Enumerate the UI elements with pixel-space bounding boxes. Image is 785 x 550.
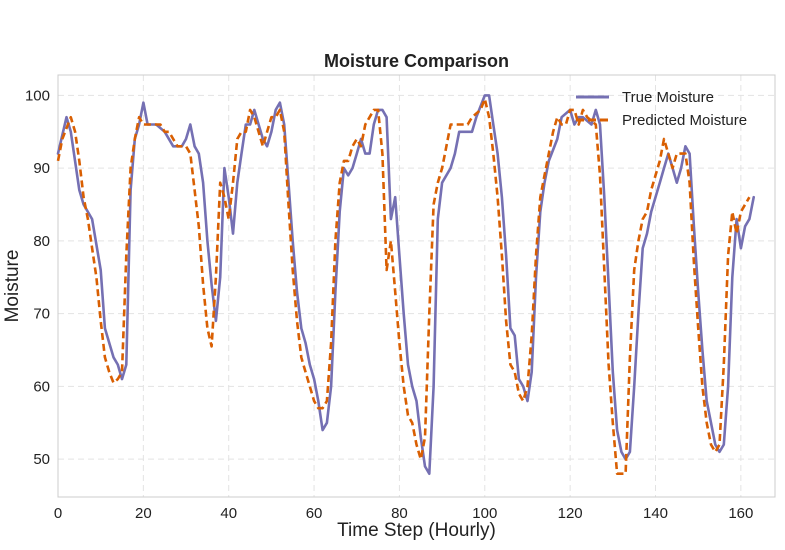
gridlines xyxy=(57,75,775,497)
x-tick-label: 120 xyxy=(558,505,583,522)
x-tick-label: 140 xyxy=(643,505,668,522)
x-tick-label: 20 xyxy=(135,505,152,522)
y-tick-label: 60 xyxy=(33,378,50,395)
series-lines xyxy=(56,94,755,475)
legend-label-predicted-moisture: Predicted Moisture xyxy=(622,112,747,129)
y-tick-label: 90 xyxy=(33,160,50,177)
x-tick-label: 60 xyxy=(306,505,323,522)
axis-ticks: 0 20 40 60 80 100 120 140 160 50 60 70 80 90 100 xyxy=(25,87,753,522)
x-tick-label: 100 xyxy=(472,505,497,522)
x-tick-label: 160 xyxy=(728,505,753,522)
legend: True Moisture Predicted Moisture xyxy=(576,89,747,129)
y-tick-label: 80 xyxy=(33,233,50,250)
plot-area-frame xyxy=(57,74,776,498)
x-tick-label: 40 xyxy=(220,505,237,522)
x-tick-label: 80 xyxy=(391,505,408,522)
y-tick-label: 50 xyxy=(33,451,50,468)
chart-title: Moisture Comparison xyxy=(324,51,509,71)
x-axis-label: Time Step (Hourly) xyxy=(337,520,496,541)
x-tick-label: 0 xyxy=(54,505,62,522)
legend-label-true-moisture: True Moisture xyxy=(622,89,714,106)
y-axis-label: Moisture xyxy=(2,250,23,323)
true-moisture-line xyxy=(56,94,755,475)
y-tick-label: 100 xyxy=(25,87,50,104)
y-tick-label: 70 xyxy=(33,306,50,323)
